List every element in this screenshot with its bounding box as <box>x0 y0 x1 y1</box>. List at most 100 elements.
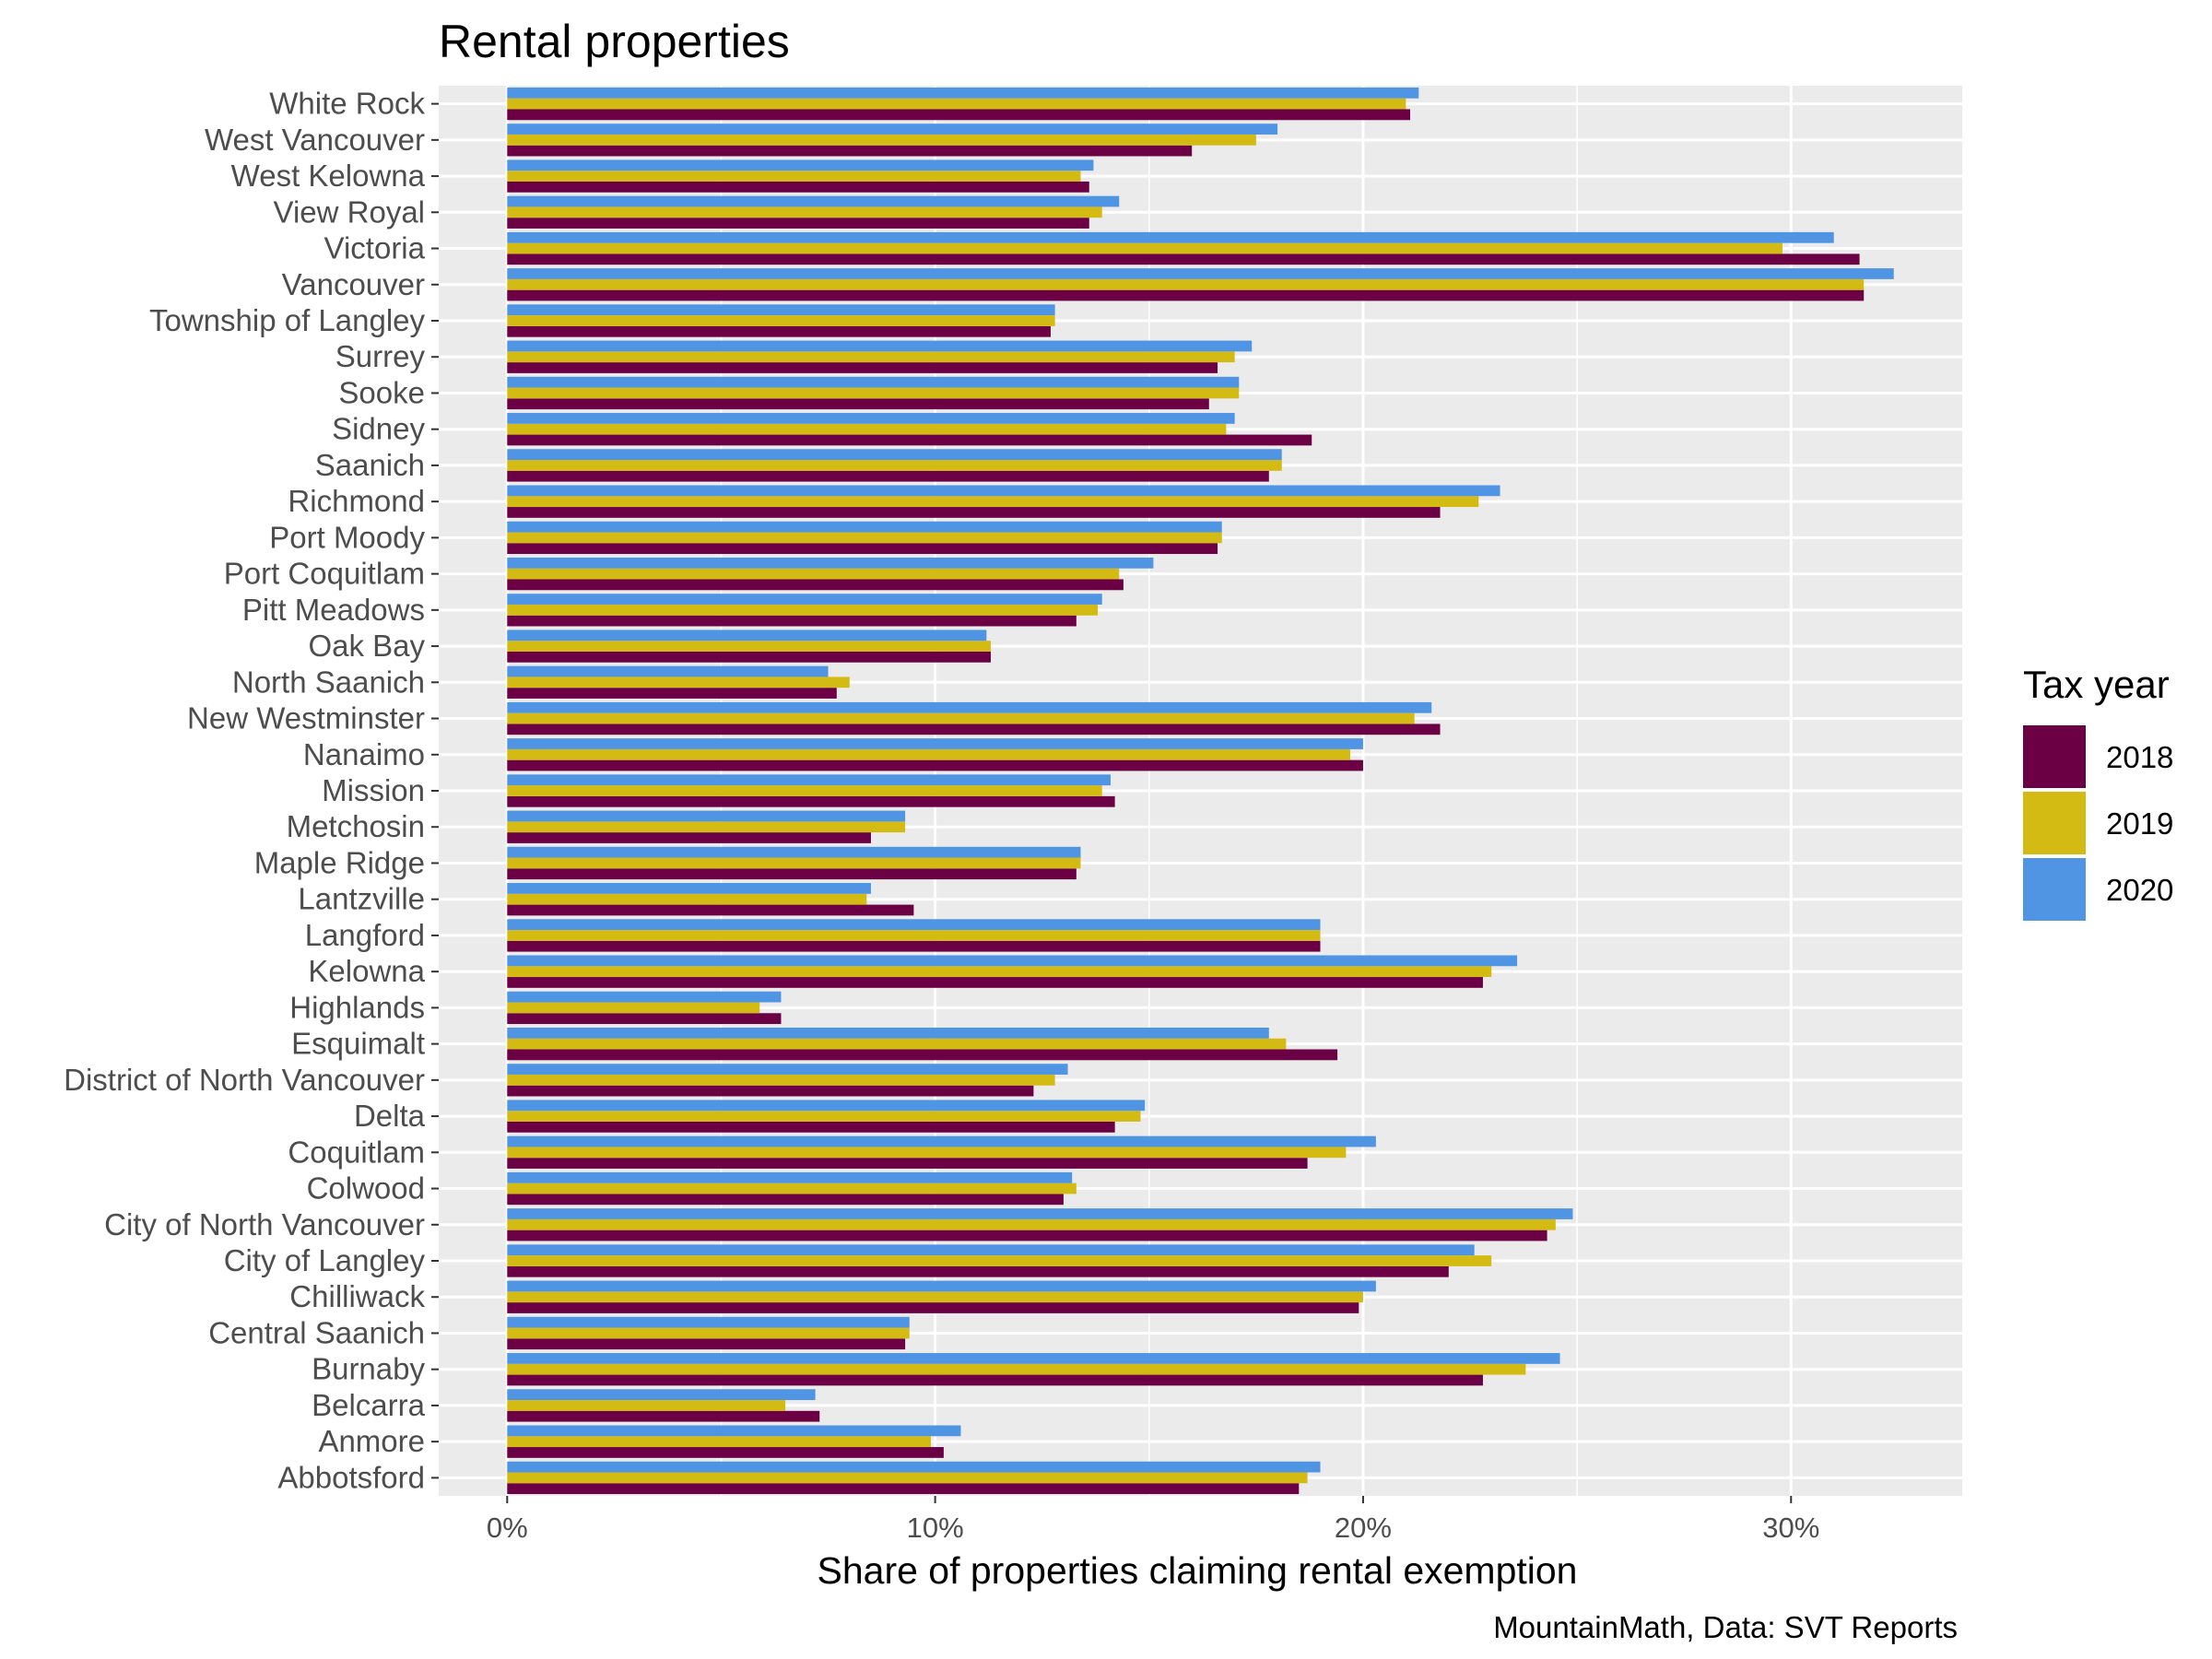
bar-2018 <box>507 218 1089 229</box>
bar-2018 <box>507 470 1269 482</box>
category-label: Nanaimo <box>303 737 425 771</box>
category-label: Anmore <box>318 1424 425 1458</box>
bar-2020 <box>507 231 1834 243</box>
bar-2020 <box>507 1208 1573 1219</box>
bar-2019 <box>507 387 1240 399</box>
category-label: Township of Langley <box>149 303 426 337</box>
bar-2020 <box>507 413 1235 424</box>
bar-2018 <box>507 1302 1359 1313</box>
bar-2020 <box>507 1353 1560 1364</box>
bar-2020 <box>507 1135 1376 1147</box>
legend-title: Tax year <box>2023 663 2170 706</box>
bar-2019 <box>507 821 906 833</box>
bar-2020 <box>507 701 1432 713</box>
bar-2020 <box>507 1100 1146 1112</box>
category-label: Kelowna <box>308 954 425 988</box>
bar-2018 <box>507 1265 1449 1277</box>
bar-2018 <box>507 759 1363 771</box>
bar-2020 <box>507 557 1154 569</box>
bar-2019 <box>507 604 1099 616</box>
bar-2019 <box>507 532 1222 544</box>
bar-2019 <box>507 1074 1055 1086</box>
bar-2020 <box>507 268 1894 279</box>
bar-2019 <box>507 748 1351 760</box>
category-label: Surrey <box>335 339 426 373</box>
bar-2018 <box>507 145 1193 157</box>
bar-2020 <box>507 485 1500 497</box>
category-label: Burnaby <box>312 1352 425 1386</box>
bar-2019 <box>507 1363 1526 1375</box>
legend-label: 2018 <box>2106 740 2173 774</box>
bar-2018 <box>507 795 1115 807</box>
bar-2018 <box>507 289 1865 301</box>
category-label: Chilliwack <box>289 1279 425 1313</box>
bar-2020 <box>507 304 1055 316</box>
bar-2019 <box>507 677 850 688</box>
bar-2018 <box>507 325 1051 337</box>
bar-2019 <box>507 98 1406 110</box>
bar-2019 <box>507 1327 910 1339</box>
chart-title: Rental properties <box>439 16 790 67</box>
bar-2019 <box>507 966 1492 978</box>
legend-label: 2019 <box>2106 806 2173 841</box>
bar-2020 <box>507 738 1363 749</box>
legend-swatch-2019 <box>2023 792 2086 854</box>
category-label: West Vancouver <box>205 123 425 157</box>
bar-group <box>507 87 1894 1495</box>
bar-2018 <box>507 362 1218 373</box>
category-label: North Saanich <box>232 665 425 699</box>
bar-2019 <box>507 930 1321 941</box>
category-label: District of North Vancouver <box>64 1063 425 1097</box>
bar-2020 <box>507 665 829 677</box>
bar-2019 <box>507 206 1102 218</box>
category-label: Sooke <box>338 375 425 409</box>
bar-2018 <box>507 1049 1338 1061</box>
bar-2019 <box>507 1147 1347 1159</box>
bar-2018 <box>507 398 1209 410</box>
bar-2019 <box>507 315 1055 326</box>
bar-2019 <box>507 134 1256 146</box>
bar-2019 <box>507 460 1282 471</box>
legend-swatch-2018 <box>2023 725 2086 788</box>
bar-2019 <box>507 641 991 652</box>
bar-2018 <box>507 1410 820 1422</box>
legend: Tax year 2018 2019 2020 <box>2023 663 2173 921</box>
bar-2018 <box>507 1121 1115 1133</box>
bar-2020 <box>507 159 1094 171</box>
category-label: Saanich <box>315 448 425 482</box>
bar-2019 <box>507 857 1081 869</box>
bar-2019 <box>507 568 1120 580</box>
bar-2018 <box>507 1013 782 1025</box>
bar-2018 <box>507 109 1411 121</box>
bar-2018 <box>507 1230 1547 1241</box>
category-label: Esquimalt <box>291 1027 425 1061</box>
bar-2019 <box>507 1218 1556 1230</box>
category-label: City of Langley <box>224 1243 426 1277</box>
bar-2020 <box>507 629 987 641</box>
bar-2020 <box>507 991 782 1003</box>
x-tick-label: 20% <box>1335 1512 1392 1544</box>
category-label: Maple Ridge <box>254 845 425 879</box>
bar-2020 <box>507 340 1253 352</box>
bar-2019 <box>507 1111 1141 1122</box>
category-label: Central Saanich <box>208 1315 425 1349</box>
bar-2019 <box>507 1436 931 1448</box>
bar-2020 <box>507 774 1111 786</box>
bar-2018 <box>507 434 1312 446</box>
bar-2019 <box>507 423 1227 435</box>
category-label: Victoria <box>324 231 426 265</box>
bar-2019 <box>507 1002 760 1014</box>
bar-2019 <box>507 1400 786 1411</box>
bar-2018 <box>507 688 837 699</box>
bar-2019 <box>507 1255 1492 1266</box>
bar-2018 <box>507 832 871 843</box>
bar-2020 <box>507 810 906 822</box>
category-label: Oak Bay <box>308 629 425 663</box>
bar-2019 <box>507 893 867 905</box>
bar-2018 <box>507 579 1124 591</box>
bar-2020 <box>507 124 1278 135</box>
bar-2018 <box>507 507 1441 518</box>
bar-2020 <box>507 1425 961 1437</box>
category-label: Port Moody <box>269 520 425 554</box>
